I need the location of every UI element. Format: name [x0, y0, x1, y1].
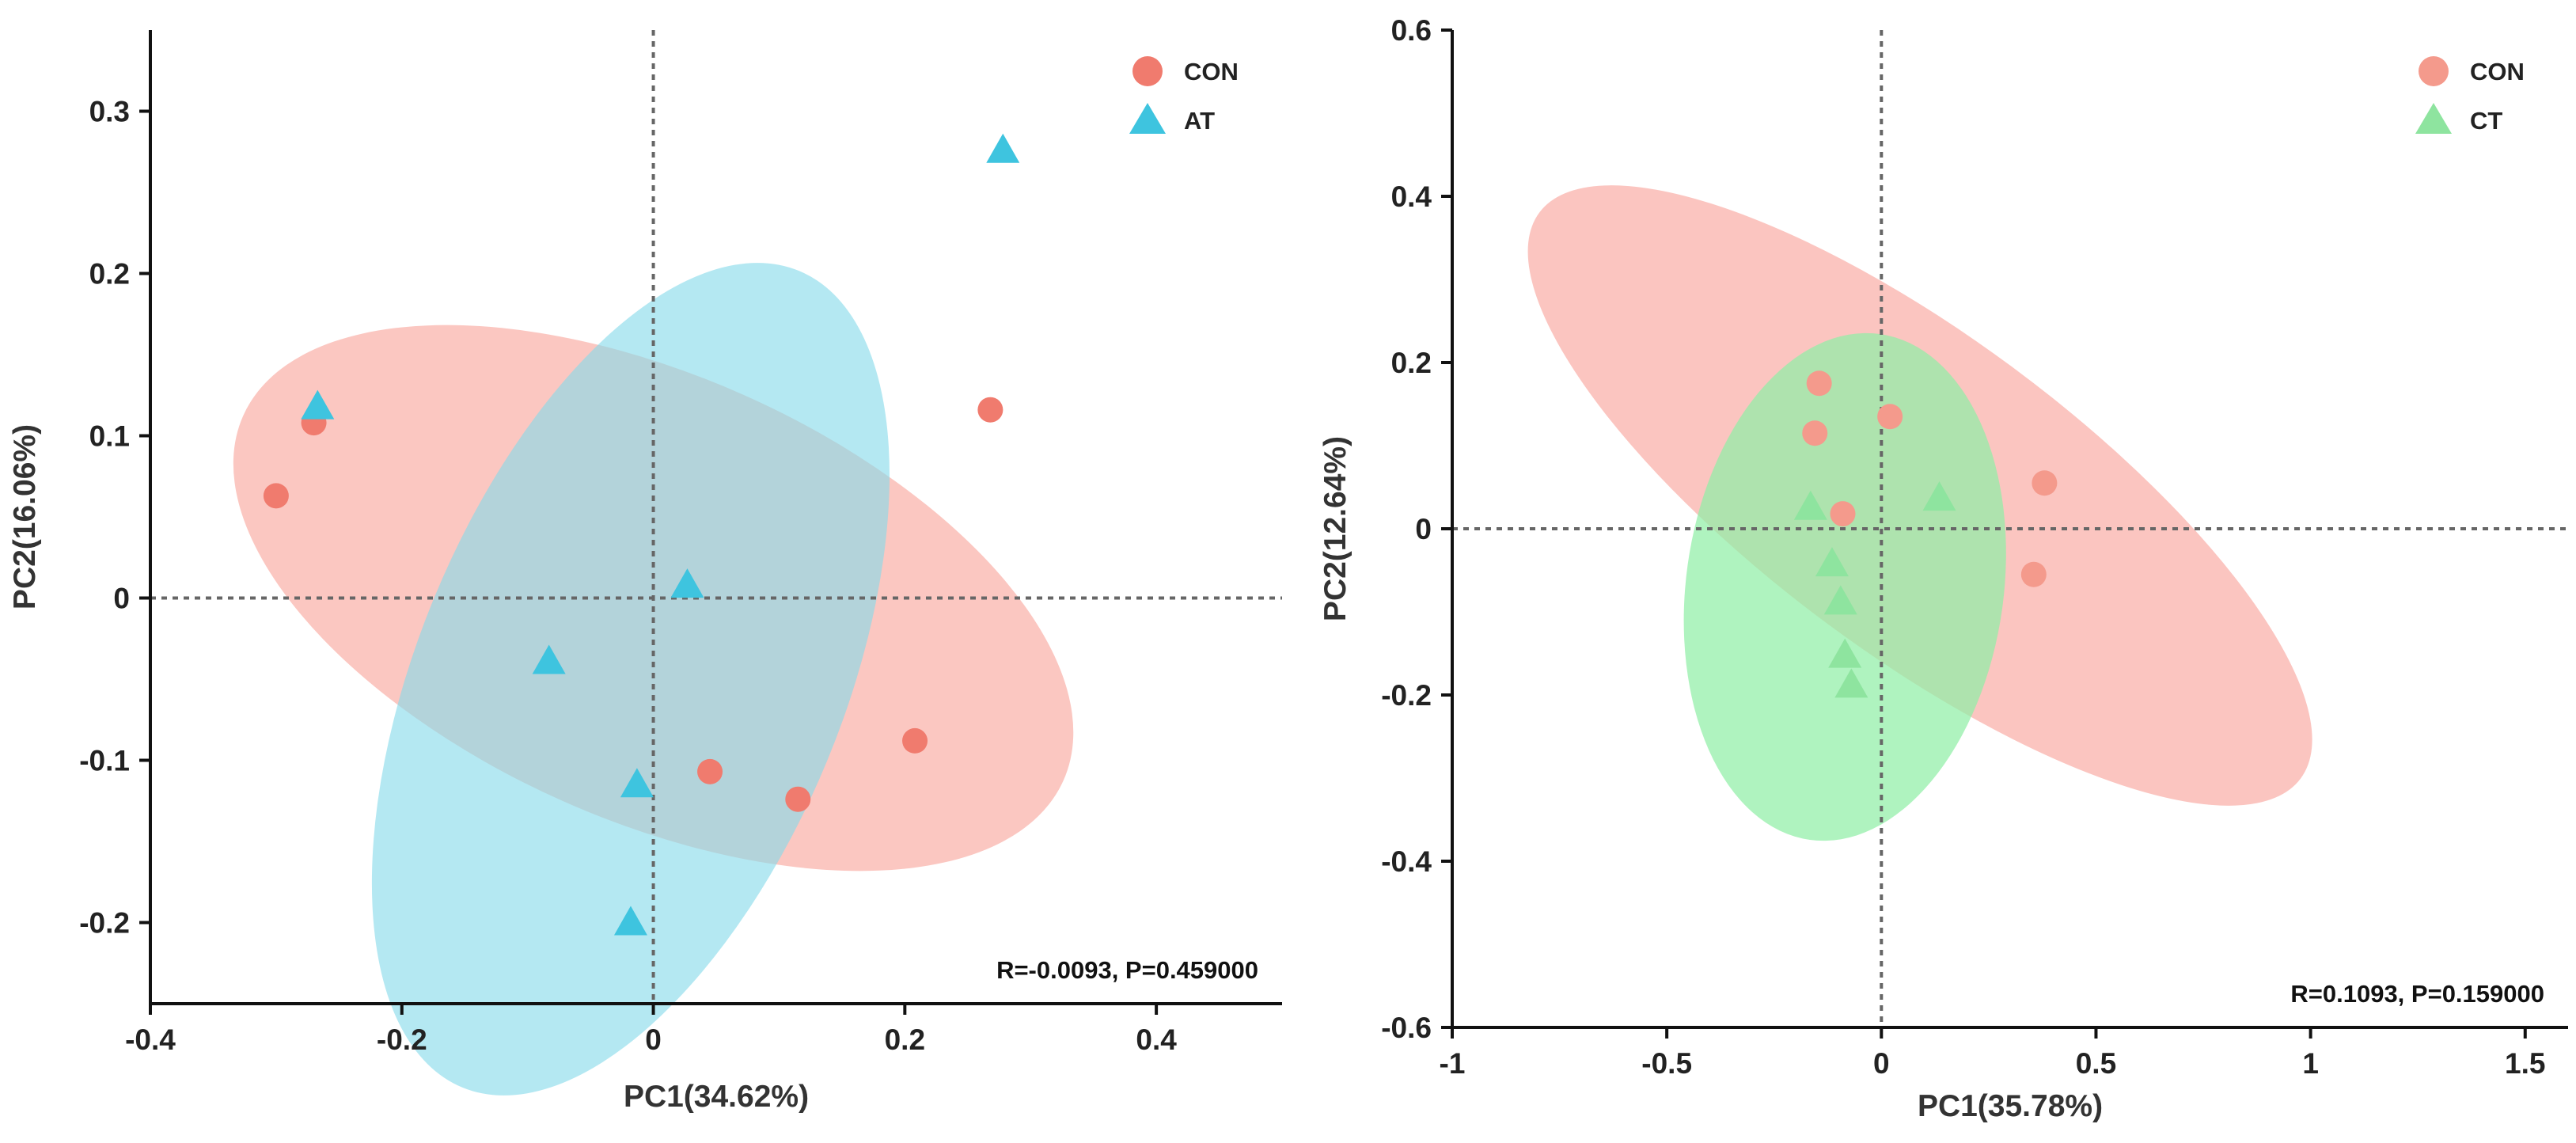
y-tick-label: -0.4: [1381, 845, 1432, 878]
x-tick-label: 0: [1873, 1047, 1890, 1080]
data-point-ct: [1815, 547, 1849, 577]
pcoa-panel-ct: -1 -0.5 0 0.5 1 1.5 -0.6 -0.4 -0.2 0 0.2 0.4 0.6 PC1(…: [1318, 14, 2568, 1123]
x-tick-label: 1.5: [2505, 1047, 2545, 1080]
legend-marker-con: [2419, 56, 2449, 86]
y-tick-label: 0.6: [1391, 14, 1432, 47]
y-tick-label: 0: [113, 583, 130, 615]
confidence-ellipse-ct: [1683, 332, 2006, 841]
y-tick-label: 0.2: [1391, 347, 1432, 379]
legend-marker-ct: [2415, 103, 2452, 134]
legend-label-con: CON: [1184, 58, 1239, 85]
x-tick-label: 0.2: [885, 1023, 925, 1056]
pcoa-panel-at: -0.4 -0.2 0 0.2 0.4 -0.2 -0.1 0 0.1 0.2 0.3 PC1(34.…: [8, 30, 1282, 1114]
anosim-statistic: R=-0.0093, P=0.459000: [996, 956, 1258, 984]
y-tick-label: 0.4: [1391, 180, 1432, 213]
data-point-con: [1830, 501, 1856, 527]
data-point-at: [670, 568, 704, 598]
legend-label-at: AT: [1184, 107, 1215, 135]
legend-label-ct: CT: [2470, 107, 2502, 135]
y-tick-label: 0.2: [89, 258, 130, 290]
data-point-at: [613, 906, 647, 936]
x-tick-label: 1: [2302, 1047, 2319, 1080]
legend-label-con: CON: [2470, 58, 2525, 85]
data-point-ct: [1922, 481, 1956, 511]
data-point-con: [1877, 404, 1903, 430]
y-tick-label: 0.1: [89, 420, 130, 453]
legend-marker-con: [1132, 56, 1163, 86]
data-point-ct: [1834, 668, 1868, 698]
y-tick-label: 0.3: [89, 96, 130, 128]
data-point-at: [986, 133, 1020, 163]
data-point-at: [301, 389, 335, 420]
data-point-con: [697, 758, 723, 784]
data-point-con: [263, 483, 289, 509]
data-point-ct: [1823, 585, 1857, 615]
data-point-con: [977, 397, 1003, 423]
legend-marker-at: [1129, 103, 1166, 134]
data-point-at: [620, 768, 654, 798]
x-axis-title: PC1(35.78%): [1918, 1089, 2103, 1123]
x-tick-label: -0.5: [1641, 1047, 1692, 1080]
anosim-statistic: R=0.1093, P=0.159000: [2290, 980, 2544, 1008]
data-point-con: [1802, 420, 1828, 446]
y-tick-label: 0: [1415, 513, 1432, 545]
x-axis-title: PC1(34.62%): [624, 1080, 809, 1114]
y-tick-label: -0.2: [1381, 679, 1432, 712]
x-tick-label: -0.4: [125, 1023, 176, 1056]
x-tick-label: 0.4: [1136, 1023, 1177, 1056]
data-point-ct: [1828, 638, 1862, 668]
data-point-con: [1806, 370, 1832, 397]
data-point-con: [785, 786, 811, 812]
data-point-con: [902, 727, 928, 754]
y-tick-label: -0.2: [79, 907, 130, 940]
x-tick-label: 0: [645, 1023, 662, 1056]
x-tick-label: -1: [1440, 1047, 1466, 1080]
confidence-ellipse-at: [371, 263, 890, 1096]
x-tick-label: -0.2: [377, 1023, 427, 1056]
data-point-con: [2032, 470, 2058, 496]
y-tick-label: -0.1: [79, 745, 130, 777]
x-tick-label: 0.5: [2076, 1047, 2116, 1080]
data-point-con: [2020, 561, 2047, 587]
data-point-ct: [1793, 490, 1827, 520]
y-axis-title: PC2(16.06%): [8, 424, 42, 609]
y-tick-label: -0.6: [1381, 1012, 1432, 1044]
data-point-at: [532, 644, 566, 674]
y-axis-title: PC2(12.64%): [1318, 436, 1352, 621]
